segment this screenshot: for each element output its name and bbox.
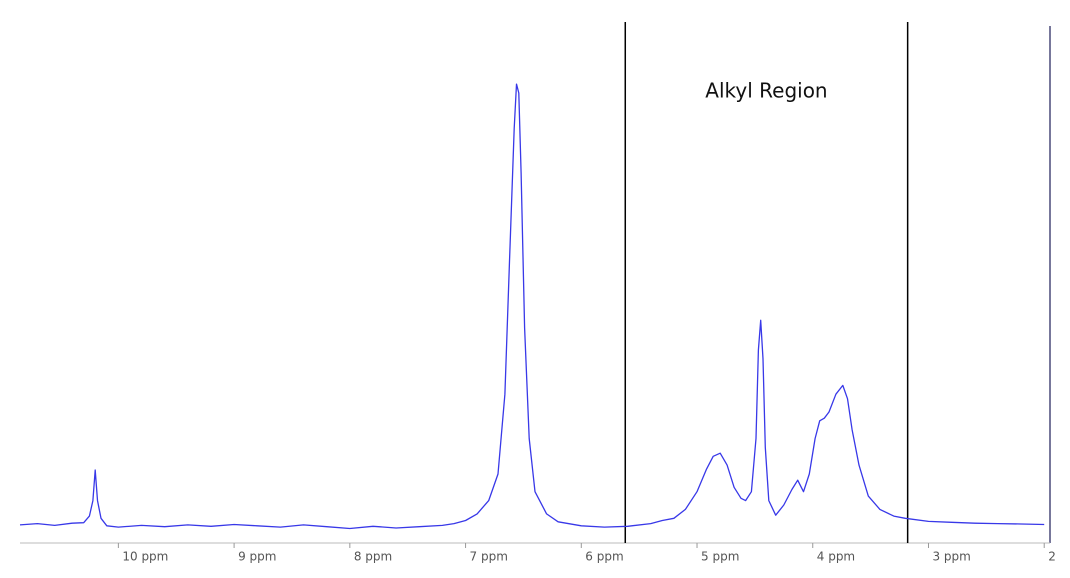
x-tick-label: 2 [1048, 550, 1056, 564]
x-tick-label: 5 ppm [701, 550, 739, 564]
x-tick-label: 7 ppm [470, 550, 508, 564]
x-tick-label: 8 ppm [354, 550, 392, 564]
spectrum-line [19, 83, 1045, 530]
x-tick-label: 6 ppm [585, 550, 623, 564]
x-tick-label: 4 ppm [817, 550, 855, 564]
x-tick-label: 3 ppm [932, 550, 970, 564]
x-tick-label: 9 ppm [238, 550, 276, 564]
region-label: Alkyl Region [705, 79, 827, 103]
x-tick-label: 10 ppm [122, 550, 168, 564]
